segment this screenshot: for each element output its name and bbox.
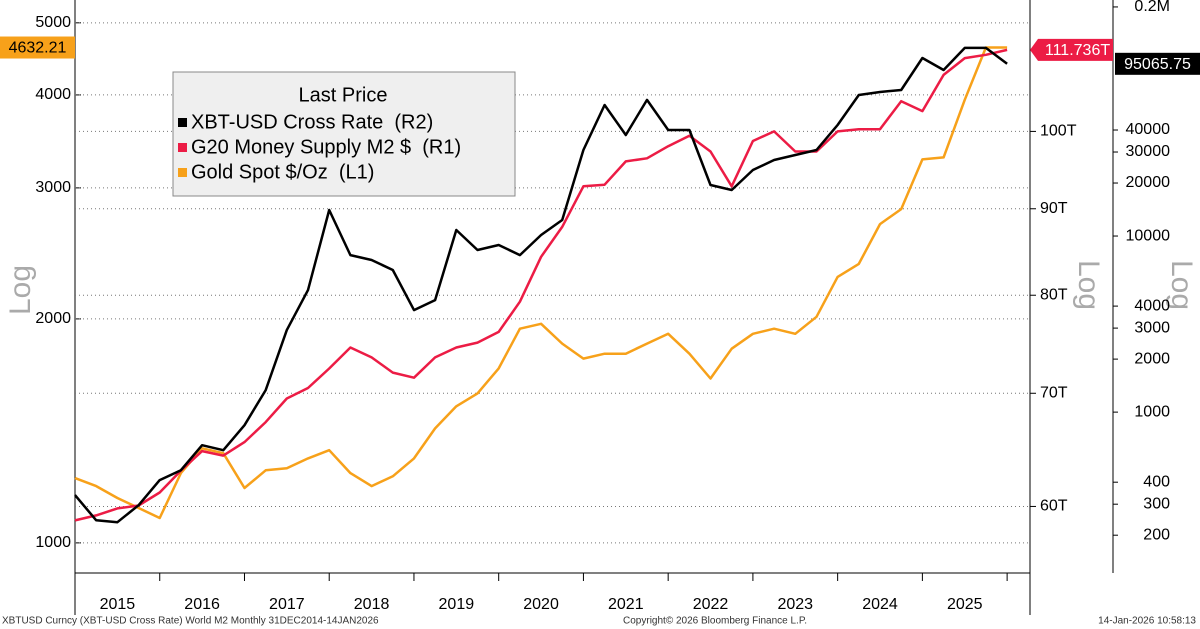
last-price-label: 4632.21 — [9, 40, 67, 57]
y3-tick-label: 2000 — [1134, 350, 1170, 367]
y3-tick-label: 300 — [1143, 495, 1170, 512]
copyright: Copyright© 2026 Bloomberg Finance L.P. — [623, 616, 807, 627]
last-price-box — [1115, 52, 1200, 75]
x-tick-label: 2021 — [608, 596, 644, 613]
x-tick-label: 2015 — [100, 596, 136, 613]
y-tick-label: 3000 — [35, 179, 71, 196]
y2-tick-label: 90T — [1040, 200, 1068, 217]
y3-tick-label: 30000 — [1126, 143, 1171, 160]
x-tick-label: 2025 — [947, 596, 983, 613]
y3-tick-label: 10000 — [1126, 227, 1171, 244]
y2-tick-label: 70T — [1040, 384, 1068, 401]
y3-tick-label: 200 — [1143, 526, 1170, 543]
y3-tick-label: 400 — [1143, 473, 1170, 490]
y3-tick-label: 4000 — [1134, 297, 1170, 314]
legend-swatch — [178, 168, 187, 177]
legend-label: Gold Spot $/Oz (L1) — [191, 161, 374, 183]
series-line — [74, 46, 1008, 520]
legend-label: XBT-USD Cross Rate (R2) — [191, 111, 433, 133]
x-tick-label: 2016 — [184, 596, 220, 613]
y3-tick-label: 40000 — [1126, 121, 1171, 138]
y3-tick-label: 20000 — [1126, 174, 1171, 191]
last-price-box — [1030, 38, 1113, 61]
source-note: XBTUSD Curncy (XBT-USD Cross Rate) World… — [2, 616, 379, 627]
legend-title: Last Price — [299, 84, 388, 106]
y3-axis-title: Log — [1165, 260, 1198, 310]
x-tick-label: 2022 — [693, 596, 729, 613]
x-tick-label: 2018 — [354, 596, 390, 613]
y-tick-label: 1000 — [35, 534, 71, 551]
x-tick-label: 2023 — [777, 596, 813, 613]
x-tick-label: 2024 — [862, 596, 898, 613]
y-tick-label: 2000 — [35, 310, 71, 327]
y2-tick-label: 80T — [1040, 286, 1068, 303]
legend-label: G20 Money Supply M2 $ (R1) — [191, 136, 461, 158]
x-tick-label: 2020 — [523, 596, 559, 613]
legend-swatch — [178, 143, 187, 152]
timestamp: 14-Jan-2026 10:58:13 — [1098, 616, 1196, 627]
y-axis-title: Log — [4, 265, 37, 315]
legend-box — [172, 71, 516, 197]
y-tick-label: 4000 — [35, 86, 71, 103]
legend-swatch — [178, 118, 187, 127]
last-price-label: 95065.75 — [1124, 56, 1191, 73]
y3-tick-label: 1000 — [1134, 403, 1170, 420]
y2-tick-label: 60T — [1040, 498, 1068, 515]
y2-tick-label: 100T — [1040, 123, 1077, 140]
x-tick-label: 2017 — [269, 596, 305, 613]
y3-tick-label: 3000 — [1134, 319, 1170, 336]
y2-axis-title: Log — [1072, 260, 1105, 310]
series-line — [74, 46, 1008, 524]
x-tick-label: 2019 — [439, 596, 475, 613]
last-price-box — [0, 36, 75, 59]
last-price-label: 111.736T — [1045, 42, 1110, 59]
series-line — [74, 48, 1008, 522]
y-tick-label: 5000 — [35, 14, 71, 31]
y3-tick-label: 0.2M — [1134, 0, 1170, 15]
